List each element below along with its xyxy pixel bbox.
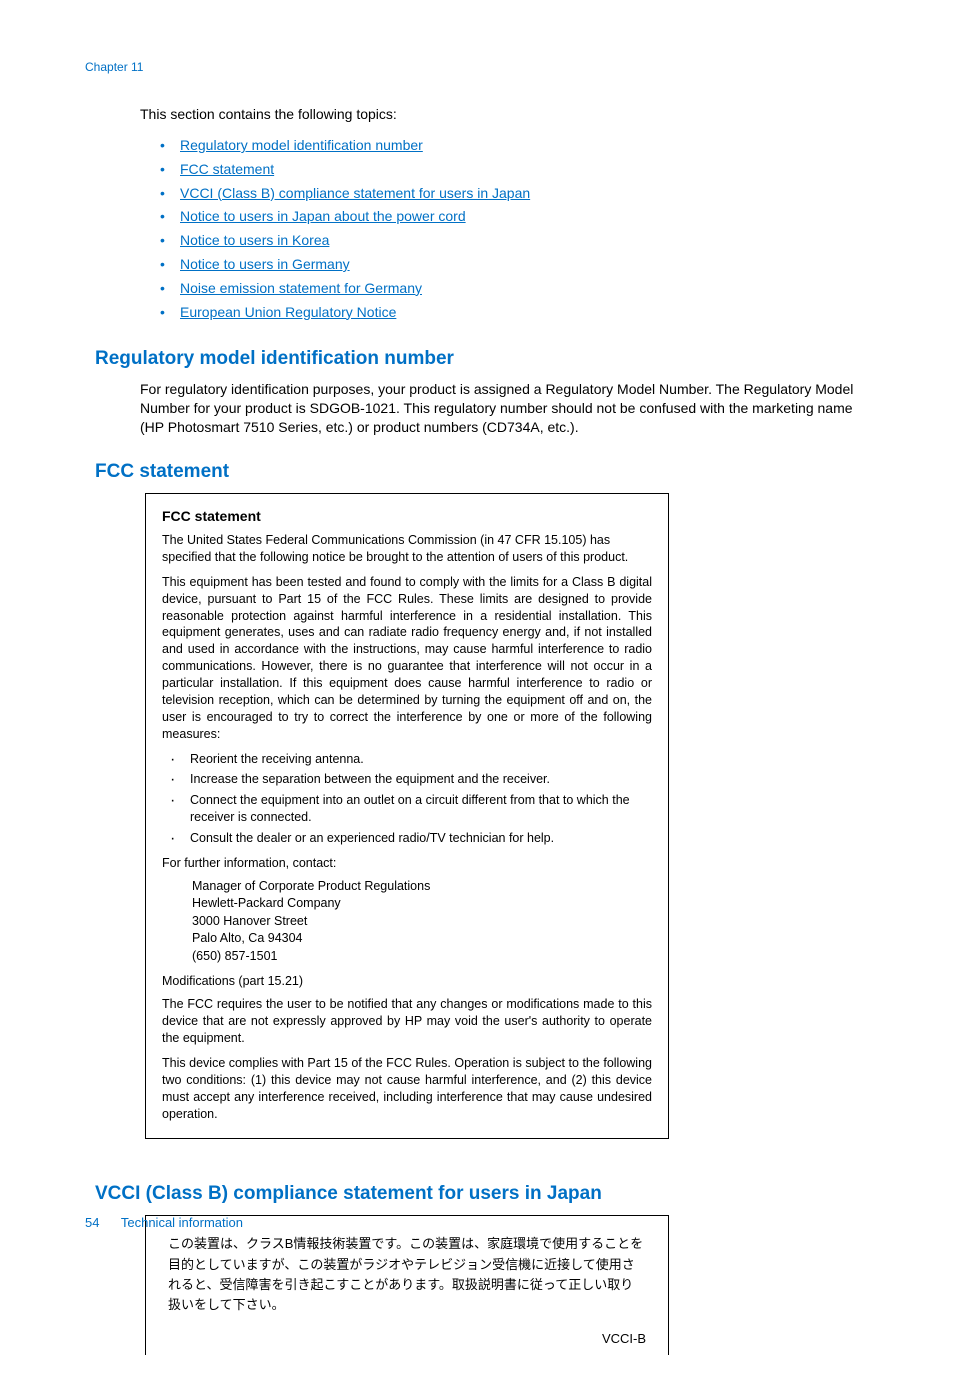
toc-link[interactable]: FCC statement [180,161,274,177]
fcc-measure-list: Reorient the receiving antenna. Increase… [168,751,652,848]
toc-link[interactable]: Notice to users in Japan about the power… [180,208,466,224]
fcc-paragraph: The FCC requires the user to be notified… [162,996,652,1047]
fcc-measure-item: Reorient the receiving antenna. [168,751,652,769]
vcci-label: VCCI-B [168,1329,646,1349]
fcc-contact-line: Hewlett-Packard Company [192,895,652,913]
fcc-measure-item: Increase the separation between the equi… [168,771,652,789]
chapter-label: Chapter 11 [85,60,869,74]
page-footer: 54 Technical information [85,1215,243,1230]
fcc-measure-item: Connect the equipment into an outlet on … [168,792,652,827]
fcc-mods-heading: Modifications (part 15.21) [162,973,652,990]
toc-link[interactable]: Notice to users in Korea [180,232,329,248]
page-number: 54 [85,1215,99,1230]
fcc-paragraph: This device complies with Part 15 of the… [162,1055,652,1123]
vcci-japanese-text: この装置は、クラスB情報技術装置です。この装置は、家庭環境で使用することを目的と… [168,1234,646,1315]
regulatory-body-text: For regulatory identification purposes, … [140,380,869,437]
section-heading-fcc: FCC statement [95,461,869,483]
fcc-contact-block: Manager of Corporate Product Regulations… [192,878,652,966]
footer-title: Technical information [121,1215,243,1230]
section-heading-regulatory: Regulatory model identification number [95,348,869,370]
section-heading-vcci: VCCI (Class B) compliance statement for … [95,1183,869,1205]
fcc-measure-item: Consult the dealer or an experienced rad… [168,830,652,848]
toc-link[interactable]: European Union Regulatory Notice [180,304,396,320]
toc-link[interactable]: VCCI (Class B) compliance statement for … [180,185,530,201]
fcc-contact-line: Palo Alto, Ca 94304 [192,930,652,948]
toc-link[interactable]: Notice to users in Germany [180,256,350,272]
toc-link[interactable]: Regulatory model identification number [180,137,423,153]
fcc-contact-line: (650) 857-1501 [192,948,652,966]
fcc-contact-intro: For further information, contact: [162,855,652,872]
fcc-contact-line: 3000 Hanover Street [192,913,652,931]
vcci-box: この装置は、クラスB情報技術装置です。この装置は、家庭環境で使用することを目的と… [145,1215,669,1355]
intro-text: This section contains the following topi… [140,106,869,122]
toc-list: Regulatory model identification number F… [160,134,869,324]
fcc-statement-box: FCC statement The United States Federal … [145,493,669,1139]
fcc-contact-line: Manager of Corporate Product Regulations [192,878,652,896]
fcc-paragraph: This equipment has been tested and found… [162,574,652,743]
toc-link[interactable]: Noise emission statement for Germany [180,280,422,296]
fcc-box-title: FCC statement [162,508,652,524]
fcc-paragraph: The United States Federal Communications… [162,532,652,566]
